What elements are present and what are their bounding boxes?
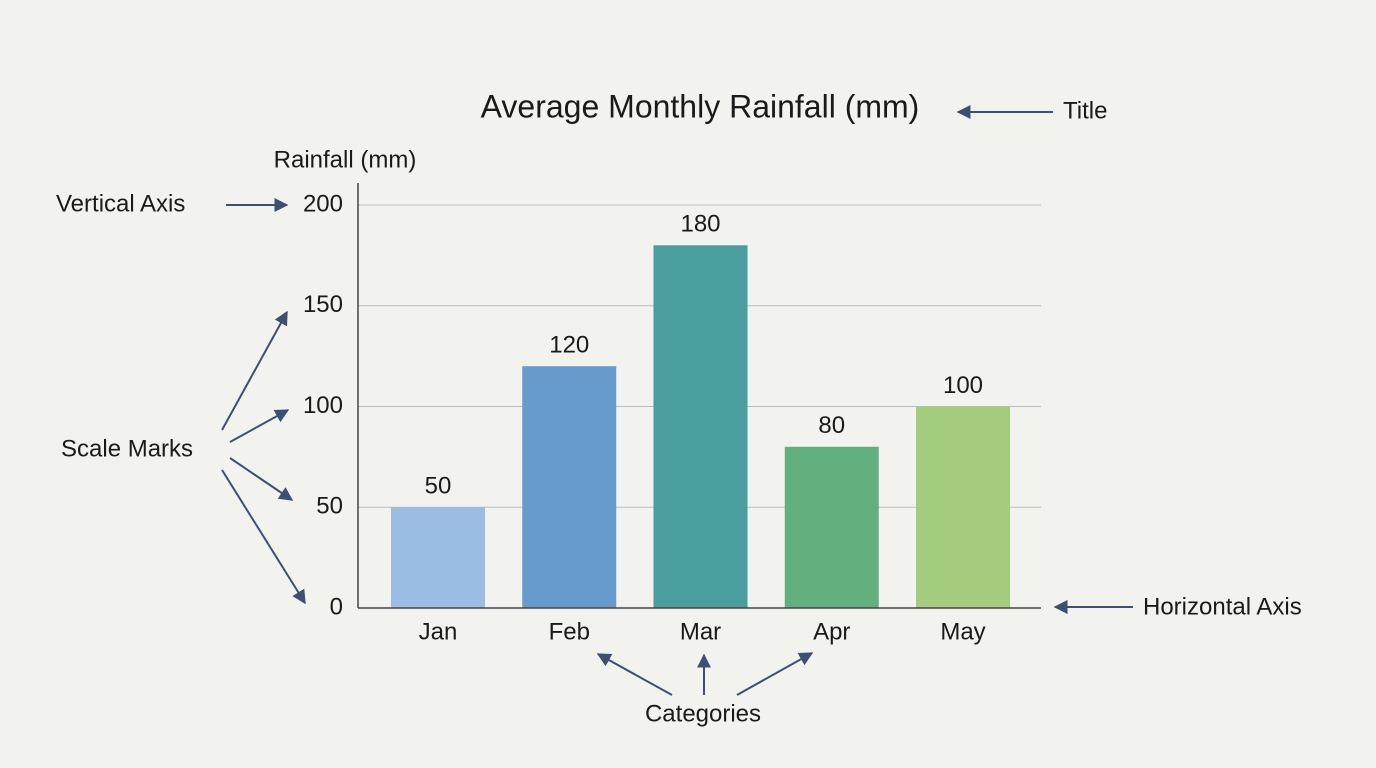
y-tick-label: 150 [303, 291, 343, 318]
y-tick-label: 0 [330, 593, 343, 620]
bar [391, 507, 485, 608]
annotation: Categories [645, 700, 761, 727]
value-label: 80 [818, 412, 845, 439]
annotation: Horizontal Axis [1143, 593, 1302, 620]
bar [916, 406, 1010, 608]
annotation-arrow [229, 457, 294, 501]
bar [522, 366, 617, 608]
annotation: Vertical Axis [56, 190, 185, 217]
plot-area: 0 50 100 150 200 Jan 50 Feb 120 Mar 180 Apr 80 May 100 [303, 190, 1041, 645]
chart-title: Average Monthly Rainfall (mm) [481, 88, 920, 124]
annotation-arrow [229, 409, 290, 443]
annotation-arrow [736, 652, 814, 696]
x-tick-label: Apr [813, 618, 850, 645]
bar [653, 245, 748, 609]
y-axis-label: Rainfall (mm) [274, 146, 417, 173]
value-label: 100 [943, 372, 983, 399]
x-tick-label: Jan [419, 618, 458, 645]
y-tick-label: 100 [303, 392, 343, 419]
x-tick-label: Mar [680, 618, 721, 645]
annotation-arrow [221, 469, 306, 605]
x-tick-label: Feb [549, 618, 590, 645]
y-tick-label: 50 [316, 493, 343, 520]
annotation: Scale Marks [61, 435, 193, 462]
annotation-arrow [221, 310, 288, 431]
bar [784, 446, 879, 608]
value-label: 50 [425, 473, 452, 500]
value-label: 120 [549, 332, 589, 359]
annotation: Title [1063, 97, 1107, 124]
y-tick-label: 200 [303, 190, 343, 217]
value-label: 180 [680, 211, 720, 238]
x-tick-label: May [940, 618, 985, 645]
annotation-arrow [596, 653, 673, 696]
